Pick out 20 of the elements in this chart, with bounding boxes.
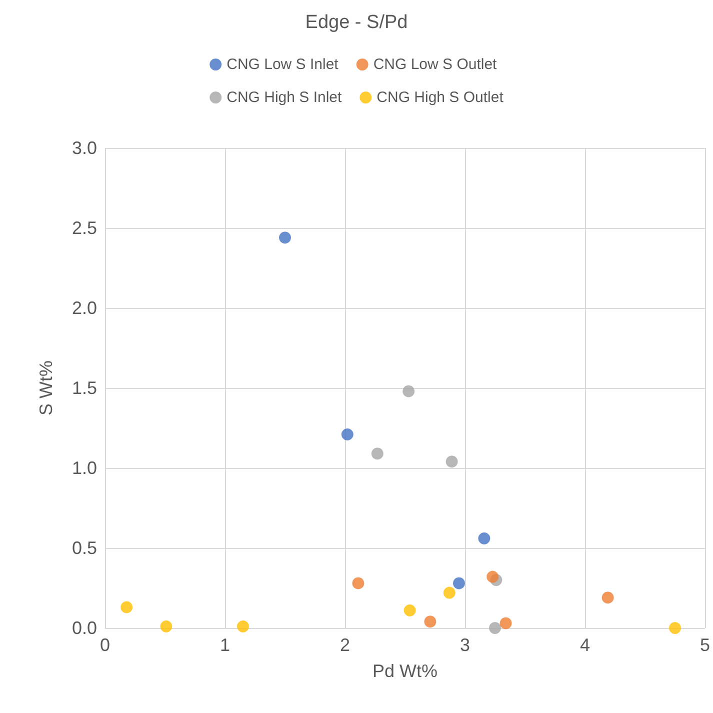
y-tick-label: 2.5 [72, 218, 97, 238]
x-axis-title: Pd Wt% [372, 661, 438, 681]
x-tick-label: 0 [100, 635, 110, 655]
y-axis-title: S Wt% [36, 360, 56, 416]
y-tick-label: 1.5 [72, 378, 97, 398]
x-tick-label: 1 [220, 635, 230, 655]
x-tick-label: 5 [700, 635, 710, 655]
legend-label: CNG Low S Inlet [226, 56, 340, 73]
y-tick-label: 0.5 [72, 538, 97, 558]
y-tick-label: 1.0 [72, 458, 97, 478]
x-tick-label: 4 [580, 635, 590, 655]
legend-label: CNG High S Outlet [376, 89, 504, 106]
x-tick-label: 3 [460, 635, 470, 655]
y-tick-label: 3.0 [72, 138, 97, 158]
legend-label: CNG Low S Outlet [373, 56, 498, 73]
y-tick-label: 2.0 [72, 298, 97, 318]
y-tick-label: 0.0 [72, 618, 97, 638]
chart-title: Edge - S/Pd [305, 12, 408, 33]
legend-label: CNG High S Inlet [226, 89, 342, 106]
x-tick-label: 2 [340, 635, 350, 655]
